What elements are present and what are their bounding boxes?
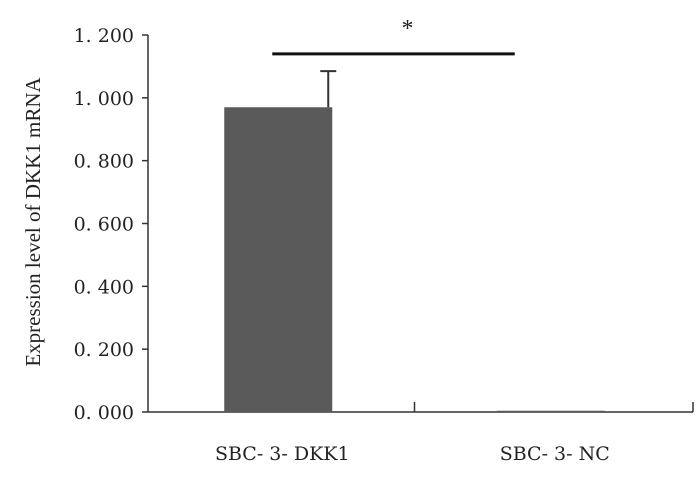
bar — [496, 410, 605, 412]
y-tick-label: 1. 200 — [74, 25, 134, 47]
y-axis-ticks: 0. 000 0. 200 0. 400 0. 600 0. 800 1. 000 1. 2… — [74, 25, 148, 424]
x-axis-ticks: SBC- 3- DKK1 SBC- 3- NC — [215, 443, 610, 465]
bar — [224, 107, 333, 412]
bars — [224, 107, 605, 412]
y-tick-label: 0. 200 — [74, 339, 134, 361]
x-tick-label: SBC- 3- NC — [500, 443, 610, 465]
y-axis-label: Expression level of DKK1 mRNA — [21, 77, 45, 367]
significance-annotation: * — [272, 16, 515, 56]
x-tick-label: SBC- 3- DKK1 — [215, 443, 350, 465]
y-tick-label: 0. 800 — [74, 151, 134, 173]
y-tick-label: 1. 000 — [74, 88, 134, 110]
y-tick-label: 0. 400 — [74, 276, 134, 298]
significance-label: * — [402, 16, 414, 42]
error-bars — [320, 70, 337, 108]
y-tick-label: 0. 600 — [74, 214, 134, 236]
y-tick-label: 0. 000 — [74, 402, 134, 424]
